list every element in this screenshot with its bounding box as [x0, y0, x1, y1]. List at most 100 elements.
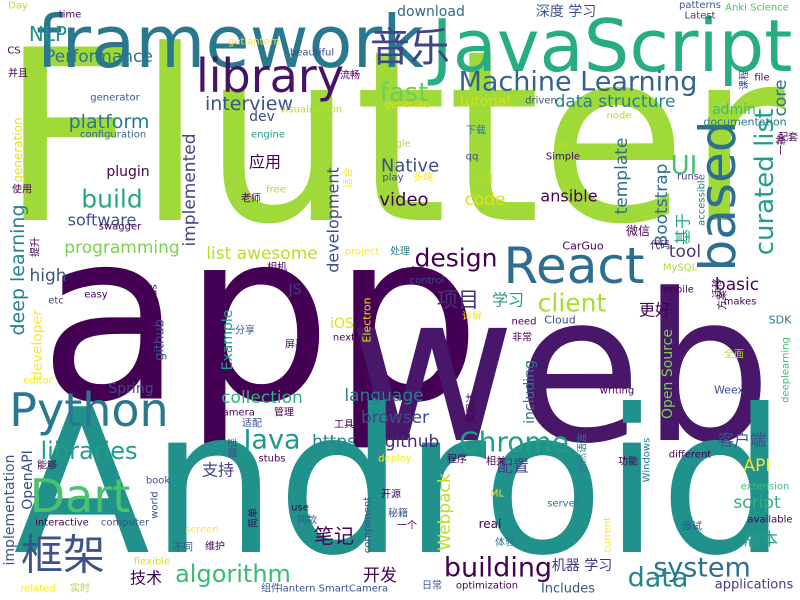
word-time: time [59, 10, 82, 21]
word-gongneng: 功能 [618, 455, 638, 468]
word-chengxu: 程序 [447, 453, 467, 466]
word-ui: UI [671, 151, 698, 181]
word-cloud: Cloud [544, 314, 575, 327]
word-collection: collection [221, 388, 303, 408]
word-download: download [397, 4, 465, 20]
word-real: real [479, 517, 502, 531]
word-jiqi-xuexi: 机器 学习 [552, 558, 612, 574]
word-fast: fast [380, 78, 429, 108]
word-nenggou: 能够 [37, 459, 57, 472]
word-component: component [363, 497, 374, 554]
word-configuration: configuration [80, 130, 146, 141]
word-deep-learning: deep learning [7, 204, 29, 335]
word-makes: makes [724, 297, 757, 308]
word-webpack: Webpack [435, 473, 455, 551]
word-example: Example [220, 310, 236, 371]
word-including: including [522, 360, 538, 424]
word-beautiful: beautiful [290, 48, 334, 59]
word-easy: easy [84, 290, 107, 301]
word-biji: 笔记 [314, 524, 354, 548]
word-patterns: patterns [679, 0, 721, 11]
word-bootstrap: Bootstrap [652, 164, 672, 247]
word-app: app [39, 182, 481, 455]
word-stubs: stubs [258, 454, 285, 465]
word-related: related [20, 584, 55, 595]
word-file: file [754, 73, 769, 84]
word-shendu-xuexi: 深度 学习 [536, 4, 596, 20]
word-swagger: swagger [99, 222, 142, 233]
word-jiandan: 简单 [247, 508, 260, 528]
word-android: Android [13, 367, 786, 600]
word-different: different [669, 450, 712, 461]
word-laoshi: 老师 [241, 192, 261, 205]
word-framework: framework [36, 0, 424, 84]
word-fenxiang: 分享 [235, 324, 255, 337]
word-github-2: github [153, 319, 168, 361]
word-control: control [410, 276, 445, 287]
word-available: available [747, 515, 792, 526]
word-script: script [733, 493, 781, 513]
word-algorithm: algorithm [175, 560, 291, 588]
word-openapi: OpenAPI [20, 450, 36, 510]
word-fanyi: 翻译 [228, 438, 240, 458]
word-etc: etc [48, 296, 64, 307]
word-javascript: JavaScript [428, 4, 793, 88]
word-lantern-smartcamera: lantern SmartCamera [280, 584, 388, 595]
word-fangan: 方案 [716, 290, 729, 310]
word-xiazai: 下载 [466, 125, 486, 137]
word-ziranyuyan: 自然语言 [576, 433, 589, 473]
word-screen: screen [185, 525, 218, 536]
word-electron: Electron [361, 297, 374, 342]
word-tongkuan: 同款 [297, 514, 317, 527]
word-api: API [744, 456, 771, 476]
word-software: software [68, 211, 137, 230]
word-book: book [146, 476, 171, 487]
word-play: play [382, 173, 403, 184]
word-system: system [653, 553, 751, 584]
word-mysql: MySQL [663, 263, 698, 274]
word-chuli: 处理 [390, 246, 410, 258]
word-driven: driven [525, 96, 557, 107]
word-qq: qq [466, 152, 479, 163]
word-includes: Includes [541, 582, 595, 597]
word-xiangguan: 相关 [486, 455, 506, 468]
word-liuchang: 流畅 [340, 69, 360, 82]
word-tisheng: 提升 [30, 237, 42, 257]
word-simple: Simple [546, 152, 580, 163]
word-camera: camera [217, 408, 255, 419]
word-python: Python [9, 383, 168, 437]
word-use: use [291, 503, 309, 514]
word-generation: generation [11, 117, 25, 182]
word-latest: Latest [685, 11, 716, 22]
word-google: Google [375, 139, 410, 150]
word-node: node [607, 111, 632, 122]
word-libraries: libraries [41, 437, 138, 465]
word-need: need [512, 317, 537, 328]
word-server: server [547, 499, 580, 510]
word-writing: writing [600, 386, 634, 397]
word-deploy: deploy [378, 454, 412, 465]
word-engine: engine [251, 130, 285, 141]
word-feichang: 非常 [512, 331, 532, 344]
word-implemented: implemented [180, 134, 200, 247]
word-current: current [603, 517, 614, 553]
word-java: Java [241, 425, 300, 456]
word-getlantern: getlantern [228, 37, 280, 48]
word-flashcards: flashcards [149, 284, 160, 335]
word-daima: 代码 [650, 240, 670, 252]
word-zhichi: 支持 [202, 461, 234, 480]
word-weex: Weex [714, 384, 745, 397]
word-gongju: 工具 [334, 419, 354, 431]
word-tutorial: tutorial [460, 94, 511, 110]
word-kehuduan: 客户端 [718, 431, 766, 450]
word-github: github [385, 432, 440, 452]
word-developer: developer [30, 310, 46, 380]
word-genghao: 更好 [639, 301, 671, 320]
word-pingmu: 屏幕 [285, 338, 305, 351]
word-shiyong: 使用 [12, 183, 32, 196]
word-geren: 个人 [408, 266, 428, 278]
word-data-structure: data structure [555, 92, 676, 112]
word-mianshi: 面试 [682, 520, 702, 533]
word-admin: admin [712, 102, 756, 118]
word-kuangjia: 框架 [21, 531, 105, 580]
